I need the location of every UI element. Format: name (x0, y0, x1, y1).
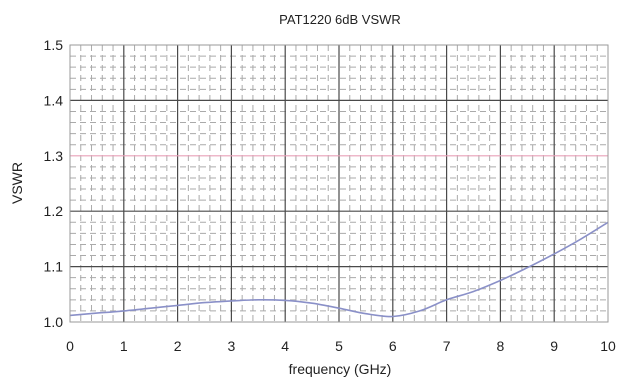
minor-grid (70, 45, 608, 322)
y-tick-label: 1.1 (44, 259, 64, 275)
x-axis-title: frequency (GHz) (289, 361, 392, 377)
y-tick-label: 1.4 (44, 92, 64, 108)
y-tick-label: 1.3 (44, 148, 64, 164)
vswr-series-line (69, 221, 609, 318)
y-tick-label: 1.5 (44, 37, 64, 53)
x-tick-label: 8 (497, 338, 505, 354)
x-tick-label: 2 (174, 338, 182, 354)
chart-title: PAT1220 6dB VSWR (279, 12, 401, 27)
x-tick-label: 10 (600, 338, 616, 354)
x-tick-label: 9 (550, 338, 558, 354)
series-group (69, 221, 609, 318)
x-tick-label: 7 (443, 338, 451, 354)
x-tick-label: 3 (228, 338, 236, 354)
x-tick-label: 4 (281, 338, 289, 354)
y-tick-label: 1.0 (44, 314, 64, 330)
x-tick-label: 6 (389, 338, 397, 354)
y-tick-labels: 1.0 1.1 1.2 1.3 1.4 1.5 (44, 37, 64, 330)
y-axis-title: VSWR (9, 162, 25, 204)
major-grid (70, 45, 608, 322)
x-tick-label: 5 (335, 338, 343, 354)
x-tick-label: 0 (66, 338, 74, 354)
x-tick-label: 1 (120, 338, 128, 354)
plot-frame (69, 44, 609, 323)
x-tick-labels: 0 1 2 3 4 5 6 7 8 9 10 (66, 338, 616, 354)
y-tick-label: 1.2 (44, 203, 64, 219)
